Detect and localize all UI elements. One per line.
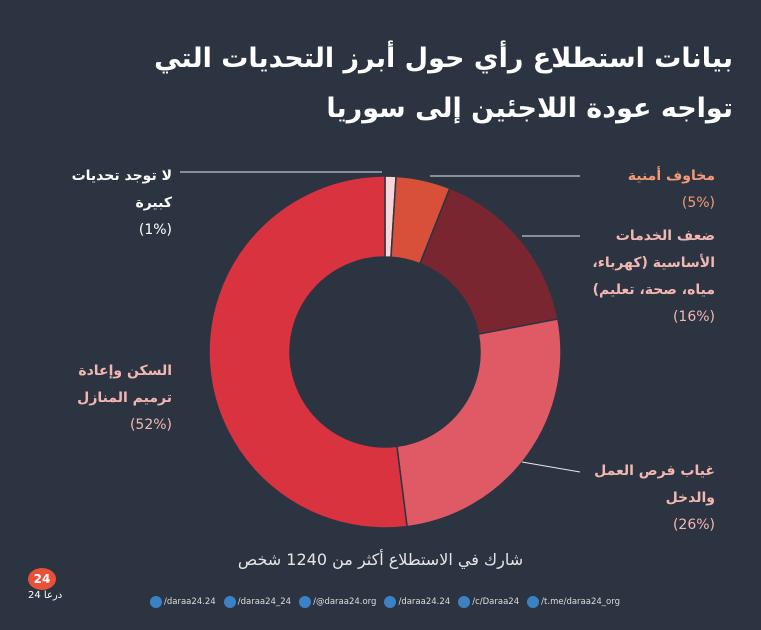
category-label: السكن وإعادة ترميم المنازل <box>77 363 172 406</box>
footer: /daraa24.24/daraa24_24 /@daraa24.org/dara… <box>150 596 620 608</box>
social-icon <box>384 596 397 608</box>
value-label: (1%) <box>138 222 172 238</box>
chart-title: بيانات استطلاع رأي حول أبرز التحديات الت… <box>154 43 733 124</box>
value-label: (52%) <box>129 417 172 433</box>
social-icon <box>223 596 236 608</box>
handle-text: /daraa24.24 <box>164 597 216 607</box>
category-label: ضعف الخدمات الأساسية (كهرباء، مياه، صحة،… <box>592 228 715 298</box>
slice-label: مخاوف أمنية (5%) <box>585 163 715 217</box>
social-icon <box>150 596 162 608</box>
value-label: (5%) <box>681 195 715 211</box>
handle-text: /c/Daraa24 <box>472 597 520 607</box>
category-label: لا توجد تحديات كبيرة <box>71 168 172 211</box>
social-handle[interactable]: /@daraa24.org <box>299 596 376 608</box>
leader-line <box>521 461 581 473</box>
donut-slice <box>418 187 559 336</box>
handle-text: /daraa24_24 <box>237 597 292 607</box>
slice-label: السكن وإعادة ترميم المنازل (52%) <box>42 358 172 439</box>
logo-mark: 24 <box>28 568 56 590</box>
social-handle[interactable]: /t.me/daraa24_org <box>527 596 620 608</box>
value-label: (16%) <box>672 309 715 325</box>
category-label: مخاوف أمنية <box>627 168 715 184</box>
value-label: (26%) <box>672 517 715 533</box>
handle-text: /@daraa24.org <box>313 597 377 607</box>
category-label: غياب فرص العمل والدخل <box>594 463 715 506</box>
logo: 24 درعا 24 <box>28 568 62 601</box>
donut-slice <box>208 175 408 529</box>
donut-slice <box>396 318 562 528</box>
note: شارك في الاستطلاع أكثر من 1240 شخص <box>237 550 524 569</box>
logo-name: درعا 24 <box>28 590 63 601</box>
handle-text: /daraa24.24 <box>398 597 451 607</box>
social-icon <box>299 596 312 608</box>
social-handle[interactable]: /daraa24.24 <box>150 596 216 608</box>
handle-text: /t.me/daraa24_org <box>541 597 620 607</box>
slice-label: لا توجد تحديات كبيرة (1%) <box>42 163 172 244</box>
social-icon <box>527 596 540 608</box>
slice-label: غياب فرص العمل والدخل (26%) <box>585 458 715 539</box>
social-handle[interactable]: /daraa24.24 <box>384 596 450 608</box>
social-icon <box>458 596 471 608</box>
slice-label: ضعف الخدمات الأساسية (كهرباء، مياه، صحة،… <box>585 223 715 331</box>
social-handle[interactable]: /daraa24_24 <box>223 596 292 608</box>
social-handle[interactable]: /c/Daraa24 <box>458 596 519 608</box>
